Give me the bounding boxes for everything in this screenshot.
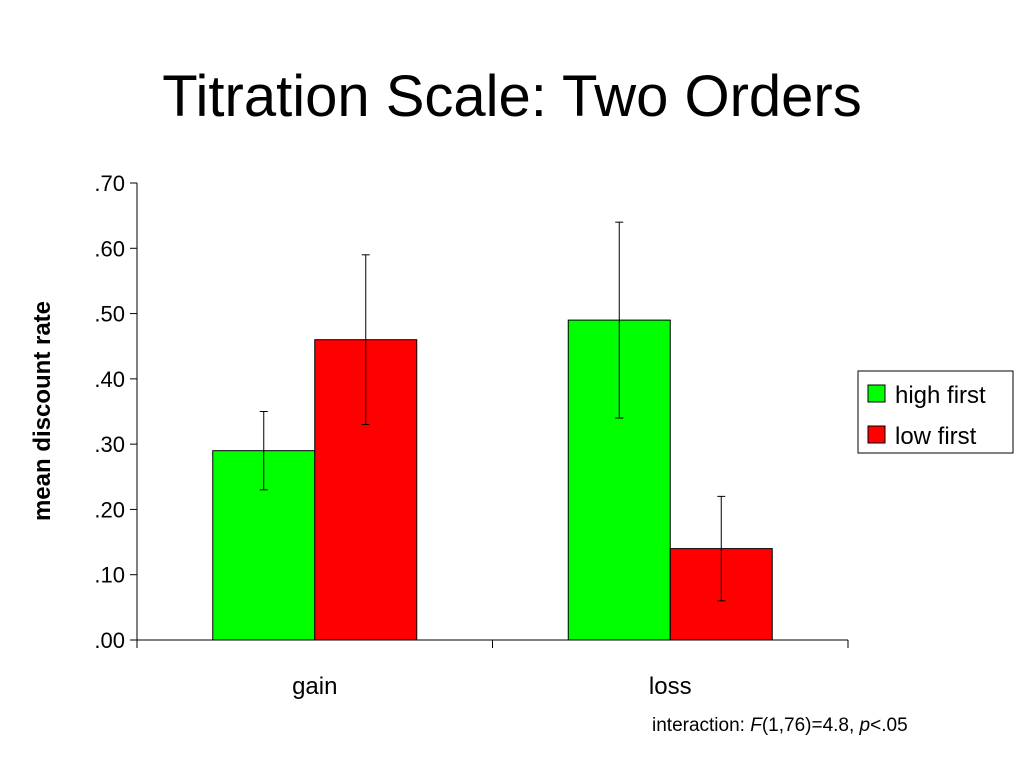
y-tick-label: .20	[94, 497, 125, 522]
legend-label-low-first: low first	[895, 423, 977, 450]
y-tick-label: .60	[94, 236, 125, 261]
y-tick-label: .30	[94, 432, 125, 457]
axes-layer: .00 .10 .20 .30 .40 .50 .60 .70 gain loss	[94, 171, 849, 700]
y-tick-label: .50	[94, 302, 125, 327]
y-tick-label: .00	[94, 628, 125, 653]
note-stat-symbol: F	[750, 715, 762, 736]
bars-layer	[212, 319, 773, 641]
y-tick-label: .40	[94, 367, 125, 392]
legend-swatch-low-first	[867, 425, 886, 444]
note-p-symbol: p	[859, 715, 871, 736]
y-axis-label: mean discount rate	[29, 301, 56, 521]
error-bars-layer	[259, 221, 726, 602]
note-stat-value: (1,76)=4.8,	[761, 715, 860, 736]
legend-swatch-high-first	[867, 384, 886, 403]
legend-label-high-first: high first	[895, 382, 986, 409]
y-tick-label: .10	[94, 563, 125, 588]
note-p-value: <.05	[870, 715, 908, 736]
x-category-label: gain	[292, 673, 337, 700]
y-tick-label: .70	[94, 171, 125, 196]
legend: high first low first	[857, 370, 1014, 454]
interaction-note: interaction: F(1,76)=4.8, p<.05	[652, 715, 908, 737]
note-prefix: interaction:	[652, 715, 751, 736]
x-category-label: loss	[649, 673, 692, 700]
chart-title: Titration Scale: Two Orders	[162, 64, 862, 129]
